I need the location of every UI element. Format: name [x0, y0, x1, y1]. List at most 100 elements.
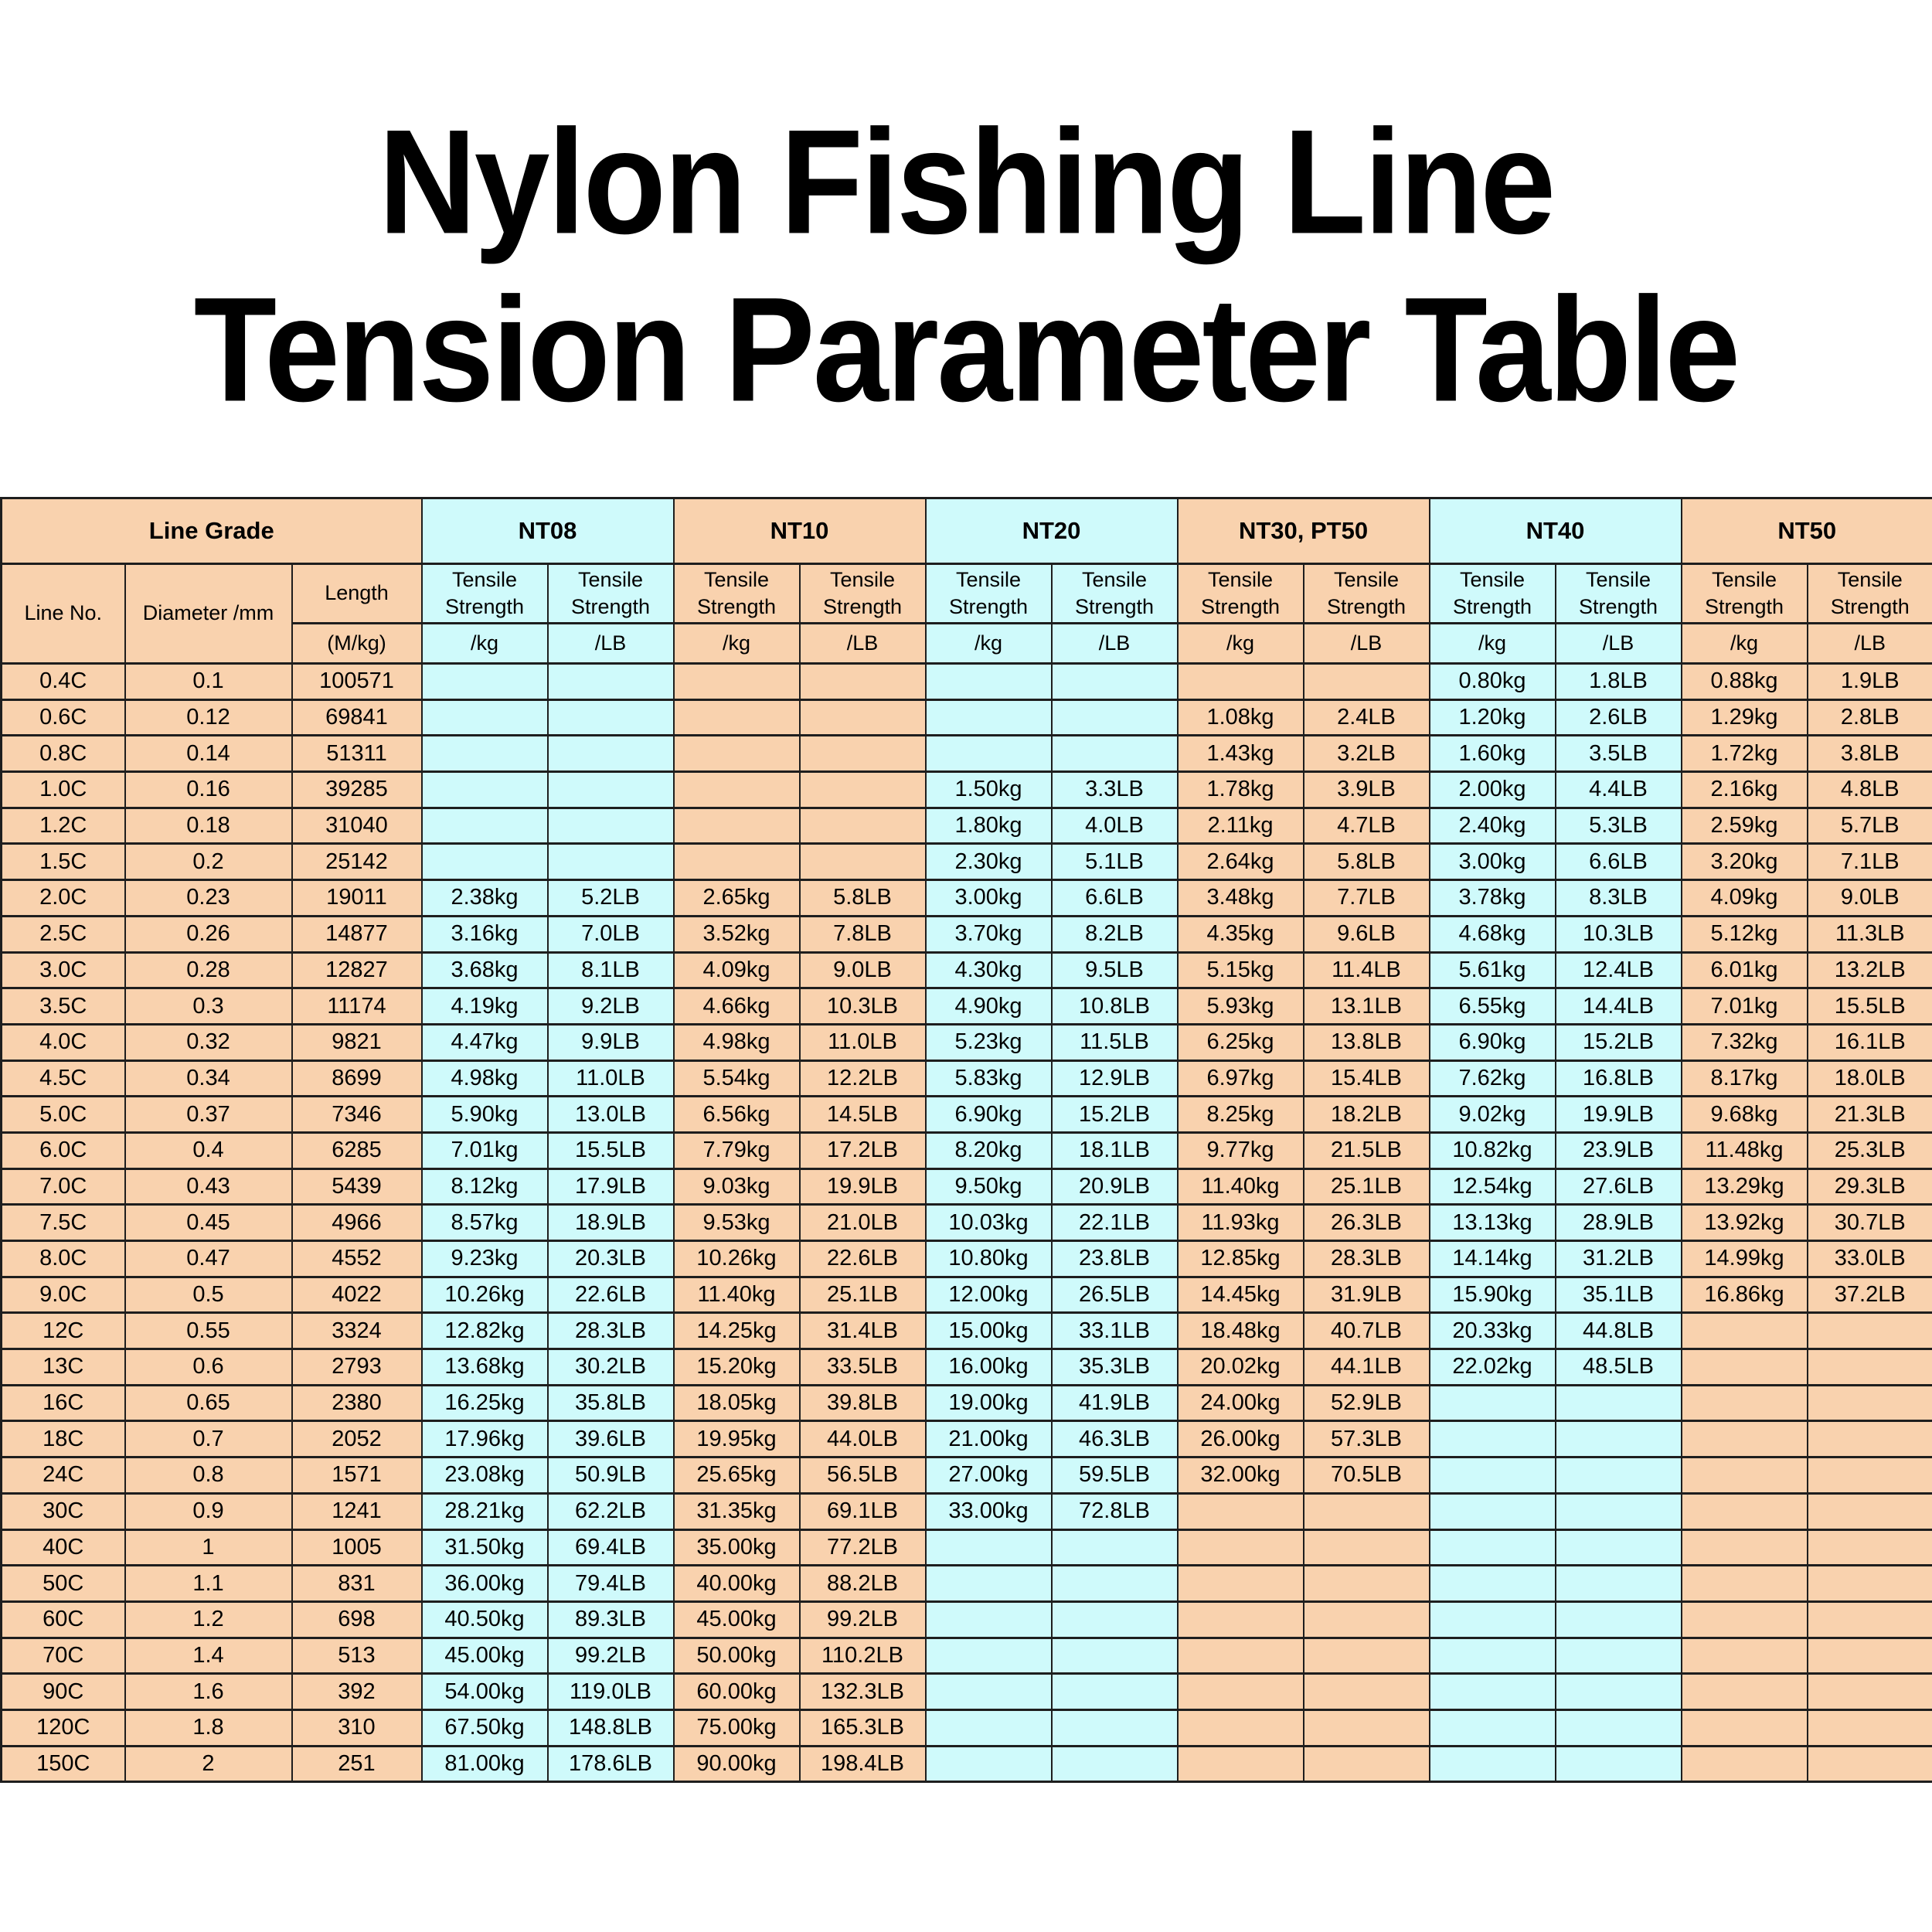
table-cell: 7.5C — [0, 1203, 126, 1242]
table-cell: 0.9 — [124, 1492, 293, 1531]
table-cell: 15.5LB — [546, 1131, 675, 1170]
table-row: 16C 0.65 2380 16.25kg 35.8LB 18.05kg 39.8LB 19.… — [0, 1383, 1932, 1423]
table-cell — [672, 770, 801, 809]
table-cell — [924, 1744, 1053, 1784]
table-cell — [1428, 1564, 1556, 1603]
table-cell: 35.8LB — [546, 1383, 675, 1423]
table-cell: 10.26kg — [420, 1275, 549, 1315]
table-cell: 19.9LB — [798, 1167, 927, 1206]
table-cell: 16C — [0, 1383, 126, 1423]
table-cell: 14.45kg — [1176, 1275, 1304, 1315]
table-cell: 4.8LB — [1806, 770, 1932, 809]
subheader-tensile-strength: Tensile Strength — [1554, 563, 1682, 624]
table-cell: 15.5LB — [1806, 987, 1932, 1026]
table-cell: 310 — [291, 1708, 423, 1747]
table-cell: 15.4LB — [1302, 1059, 1430, 1098]
table-cell: 1.78kg — [1176, 770, 1304, 809]
table-cell — [1806, 1528, 1932, 1567]
table-cell: 0.14 — [124, 734, 293, 774]
table-cell: 11.0LB — [798, 1022, 927, 1062]
table-cell — [924, 1528, 1053, 1567]
table-cell: 4.90kg — [924, 987, 1053, 1026]
table-cell — [1680, 1672, 1808, 1711]
table-cell: 11.48kg — [1680, 1131, 1808, 1170]
table-body: 0.4C 0.1 100571 0.80kg 1.8LB 0.88kg 1.9LB 0.6C 0… — [0, 662, 1932, 1784]
table-cell: 11.0LB — [546, 1059, 675, 1098]
table-cell — [1554, 1383, 1682, 1423]
header-group-nt08: NT08 — [420, 497, 675, 565]
table-cell: 10.80kg — [924, 1240, 1053, 1278]
table-cell: 2.40kg — [1428, 806, 1556, 845]
table-cell: 1.0C — [0, 770, 126, 809]
table-cell: 27.6LB — [1554, 1167, 1682, 1206]
table-cell: 13C — [0, 1348, 126, 1386]
table-cell: 3.68kg — [420, 951, 549, 990]
table-cell: 33.00kg — [924, 1492, 1053, 1531]
table-cell: 90.00kg — [672, 1744, 801, 1784]
table-cell: 2380 — [291, 1383, 423, 1423]
table-cell: 18.48kg — [1176, 1311, 1304, 1351]
table-cell — [1806, 1492, 1932, 1531]
table-cell: 0.47 — [124, 1240, 293, 1278]
table-cell: 132.3LB — [798, 1672, 927, 1711]
table-cell: 13.92kg — [1680, 1203, 1808, 1242]
table-cell: 3.20kg — [1680, 842, 1808, 882]
subheader-lb-unit: /LB — [1302, 622, 1430, 665]
table-cell: 0.88kg — [1680, 662, 1808, 701]
subheader-diameter: Diameter /mm — [124, 563, 293, 665]
table-cell: 0.18 — [124, 806, 293, 845]
table-cell: 40C — [0, 1528, 126, 1567]
table-cell: 4.09kg — [1680, 879, 1808, 917]
table-cell — [1806, 1672, 1932, 1711]
table-cell: 0.2 — [124, 842, 293, 882]
table-cell: 50.9LB — [546, 1456, 675, 1495]
table-cell: 67.50kg — [420, 1708, 549, 1747]
table-cell: 5439 — [291, 1167, 423, 1206]
table-cell: 9.5LB — [1050, 951, 1179, 990]
table-cell: 37.2LB — [1806, 1275, 1932, 1315]
table-row: 1.5C 0.2 25142 2.30kg 5.1LB 2.64kg 5.8LB 3.00kg… — [0, 842, 1932, 882]
header-group-nt20: NT20 — [924, 497, 1179, 565]
table-cell: 77.2LB — [798, 1528, 927, 1567]
table-cell — [1050, 1564, 1179, 1603]
table-cell: 9.68kg — [1680, 1095, 1808, 1134]
table-cell: 8.57kg — [420, 1203, 549, 1242]
table-cell: 1.08kg — [1176, 698, 1304, 737]
tensile-strength-label: Tensile Strength — [444, 567, 525, 618]
table-cell: 26.00kg — [1176, 1420, 1304, 1459]
header-group-nt50: NT50 — [1680, 497, 1932, 565]
table-cell: 3.48kg — [1176, 879, 1304, 917]
table-cell: 5.23kg — [924, 1022, 1053, 1062]
table-cell: 2.65kg — [672, 879, 801, 917]
table-cell — [1680, 1456, 1808, 1495]
table-cell — [924, 662, 1053, 701]
table-cell: 7.0C — [0, 1167, 126, 1206]
table-cell: 5.7LB — [1806, 806, 1932, 845]
table-cell — [1050, 1528, 1179, 1567]
table-cell: 2.64kg — [1176, 842, 1304, 882]
table-cell: 3.5C — [0, 987, 126, 1026]
table-cell: 12.82kg — [420, 1311, 549, 1351]
table-cell — [546, 662, 675, 701]
table-cell — [1302, 1636, 1430, 1675]
table-cell: 12.00kg — [924, 1275, 1053, 1315]
table-cell — [1050, 734, 1179, 774]
table-cell: 17.96kg — [420, 1420, 549, 1459]
table-cell — [546, 806, 675, 845]
table-cell: 5.12kg — [1680, 914, 1808, 954]
table-cell: 3.16kg — [420, 914, 549, 954]
table-cell: 35.00kg — [672, 1528, 801, 1567]
table-cell: 9.9LB — [546, 1022, 675, 1062]
table-cell: 6.56kg — [672, 1095, 801, 1134]
table-cell: 19011 — [291, 879, 423, 917]
table-cell — [1050, 1636, 1179, 1675]
subheader-kg-unit: /kg — [420, 622, 549, 665]
table-cell — [1554, 1456, 1682, 1495]
table-cell: 6.97kg — [1176, 1059, 1304, 1098]
table-cell: 1005 — [291, 1528, 423, 1567]
table-cell: 8.20kg — [924, 1131, 1053, 1170]
table-cell: 9.0LB — [798, 951, 927, 990]
table-cell: 17.2LB — [798, 1131, 927, 1170]
table-cell: 28.9LB — [1554, 1203, 1682, 1242]
table-row: 2.5C 0.26 14877 3.16kg 7.0LB 3.52kg 7.8LB 3.70k… — [0, 914, 1932, 954]
